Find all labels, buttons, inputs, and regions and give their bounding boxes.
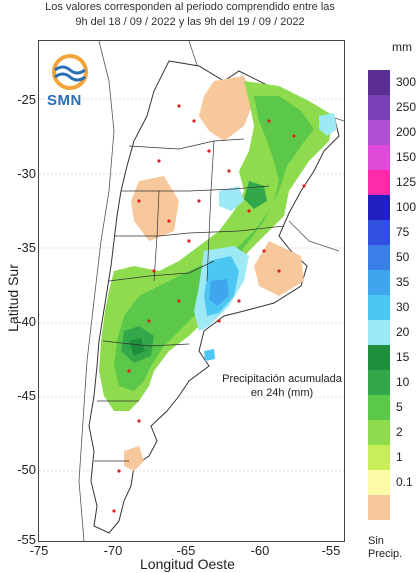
y-tick: -30	[17, 166, 36, 181]
smn-logo	[45, 52, 95, 102]
x-tick: -70	[103, 543, 123, 558]
x-tick: -75	[29, 543, 49, 558]
smn-logo-text: SMN	[47, 92, 82, 109]
x-axis-label: Longitud Oeste	[140, 556, 235, 572]
header-line-1: Los valores corresponden al periodo comp…	[45, 1, 335, 13]
legend-swatch	[368, 370, 390, 395]
legend-swatch	[368, 95, 390, 120]
legend-swatch	[368, 495, 390, 520]
legend-label: 20	[396, 325, 410, 339]
legend-label: 150	[396, 150, 417, 164]
legend-label: 15	[396, 350, 410, 364]
map-annotation: Precipitación acumulada en 24h (mm)	[212, 372, 352, 400]
no-precip-line-1: Sin	[368, 535, 384, 547]
y-tick: -35	[17, 240, 36, 255]
legend-swatch	[368, 295, 390, 320]
header-line-2: 9h del 18 / 09 / 2022 y las 9h del 19 / …	[75, 16, 305, 28]
legend-label: 250	[396, 100, 417, 114]
legend-label: 50	[396, 250, 410, 264]
legend-unit: mm	[392, 40, 412, 54]
legend-swatch	[368, 470, 390, 495]
legend-swatch	[368, 395, 390, 420]
map-canvas	[39, 41, 344, 541]
y-tick: -55	[17, 532, 36, 547]
x-tick: -60	[250, 543, 270, 558]
legend-swatch	[368, 245, 390, 270]
legend-label: 75	[396, 225, 410, 239]
legend-swatch	[368, 145, 390, 170]
y-tick: -45	[17, 388, 36, 403]
legend-label: 2	[396, 425, 403, 439]
smn-logo-icon	[52, 54, 88, 90]
legend-swatch	[368, 270, 390, 295]
color-legend	[368, 70, 392, 520]
legend-swatch	[368, 445, 390, 470]
province-borders	[94, 138, 285, 462]
x-tick: -55	[321, 543, 341, 558]
precipitation-map	[38, 40, 345, 542]
legend-swatch	[368, 345, 390, 370]
x-tick: -65	[176, 543, 196, 558]
precip-trace-areas	[124, 76, 304, 471]
legend-swatch	[368, 170, 390, 195]
legend-label: 5	[396, 400, 403, 414]
annotation-line-2: en 24h (mm)	[250, 387, 314, 399]
legend-swatch	[368, 195, 390, 220]
legend-swatch	[368, 420, 390, 445]
no-precip-label: Sin Precip.	[368, 535, 402, 561]
y-axis-label: Latitud Sur	[5, 264, 21, 332]
map-header: Los valores corresponden al periodo comp…	[0, 0, 380, 30]
y-tick: -25	[17, 92, 36, 107]
legend-label: 200	[396, 125, 417, 139]
legend-label: 0.1	[396, 475, 413, 489]
legend-label: 100	[396, 200, 417, 214]
legend-swatch	[368, 220, 390, 245]
y-tick: -50	[17, 462, 36, 477]
legend-label: 30	[396, 300, 410, 314]
legend-swatch	[368, 320, 390, 345]
legend-label: 10	[396, 375, 410, 389]
station-dots	[112, 104, 306, 513]
y-tick: -40	[17, 314, 36, 329]
legend-swatch	[368, 70, 390, 95]
legend-swatch	[368, 120, 390, 145]
no-precip-line-2: Precip.	[368, 548, 403, 560]
legend-label: 125	[396, 175, 417, 189]
legend-label: 300	[396, 75, 417, 89]
legend-label: 35	[396, 275, 410, 289]
legend-label: 1	[396, 450, 403, 464]
annotation-line-1: Precipitación acumulada	[222, 373, 342, 385]
